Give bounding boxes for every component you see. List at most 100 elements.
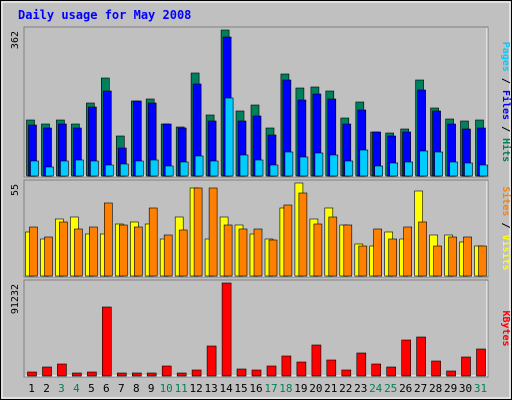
day-label: 22 — [339, 382, 352, 395]
day-label: 9 — [148, 382, 155, 395]
bar-pages-day-1 — [30, 160, 39, 177]
day-labels: 1 2 3 4 5 6 7 8 9 10 11 12 13 14 15 16 17 18 19 20 21 22 23 24 2… — [28, 382, 487, 395]
bar-pages-day-24 — [374, 165, 384, 177]
bar-sites-day-22 — [343, 224, 353, 277]
bar-sites-day-8 — [134, 226, 143, 277]
day-label: 26 — [399, 382, 412, 395]
bar-pages-day-23 — [359, 149, 369, 177]
bar-kbytes-day-8 — [132, 372, 142, 377]
bar-sites-day-30 — [463, 236, 472, 277]
bar-sites-day-15 — [238, 228, 248, 277]
day-label: 12 — [189, 382, 202, 395]
series-legend: Sites / Visits — [500, 186, 512, 270]
bar-pages-day-6 — [105, 164, 114, 177]
day-label: 1 — [28, 382, 35, 395]
max-value-label: 362 — [10, 31, 21, 49]
panel-mid: 55 Sites / Visits — [10, 179, 512, 278]
bar-sites-day-16 — [253, 228, 263, 277]
bar-sites-day-31 — [478, 245, 487, 277]
bar-sites-day-3 — [59, 221, 68, 277]
bar-sites-day-21 — [328, 216, 338, 277]
bar-kbytes-day-3 — [57, 363, 67, 377]
bar-kbytes-day-27 — [416, 336, 426, 377]
day-label: 13 — [204, 382, 217, 395]
bar-sites-day-4 — [74, 228, 83, 277]
bar-pages-day-13 — [209, 160, 219, 177]
day-label: 31 — [474, 382, 487, 395]
bar-kbytes-day-18 — [281, 355, 292, 377]
bar-kbytes-day-6 — [102, 306, 112, 377]
day-label: 3 — [58, 382, 65, 395]
bar-sites-day-13 — [208, 187, 218, 277]
legend-entry: / — [500, 216, 511, 234]
bar-pages-day-7 — [120, 163, 129, 177]
legend-entry: / — [500, 120, 511, 138]
bar-pages-day-4 — [75, 159, 84, 177]
day-label: 5 — [88, 382, 95, 395]
bar-kbytes-day-17 — [266, 365, 277, 377]
bar-sites-day-25 — [388, 238, 398, 277]
bar-pages-day-17 — [269, 164, 279, 177]
bar-pages-day-29 — [449, 161, 458, 177]
chart-panels: 362 Pages / Files / Hits 55 Sites / Visits 9… — [10, 26, 512, 378]
bar-kbytes-day-20 — [311, 344, 322, 377]
bar-sites-day-6 — [104, 202, 113, 277]
bar-kbytes-day-29 — [446, 370, 456, 377]
bar-kbytes-day-16 — [251, 369, 262, 377]
legend-entry: Hits — [500, 138, 512, 162]
bar-kbytes-day-11 — [176, 372, 187, 377]
bar-sites-day-26 — [403, 226, 413, 277]
day-label: 28 — [429, 382, 442, 395]
bar-sites-day-27 — [418, 221, 427, 277]
day-label: 4 — [73, 382, 80, 395]
bar-pages-day-27 — [419, 150, 428, 177]
bar-kbytes-day-4 — [72, 372, 82, 377]
series-legend: KBytes — [500, 310, 511, 346]
day-label: 6 — [103, 382, 110, 395]
bar-kbytes-day-23 — [356, 352, 367, 377]
day-label: 8 — [133, 382, 140, 395]
bar-pages-day-22 — [344, 160, 354, 177]
day-label: 25 — [384, 382, 397, 395]
bar-pages-day-20 — [314, 152, 324, 177]
bar-sites-day-7 — [119, 224, 128, 277]
bar-pages-day-26 — [404, 161, 414, 177]
bar-kbytes-day-25 — [386, 366, 397, 377]
panel-top: 362 Pages / Files / Hits — [10, 26, 512, 178]
bar-pages-day-16 — [254, 159, 264, 177]
bar-files-day-6 — [103, 90, 112, 177]
bar-kbytes-day-24 — [371, 363, 382, 377]
bar-kbytes-day-15 — [236, 368, 247, 377]
bar-kbytes-day-30 — [461, 356, 471, 377]
series-legend: Pages / Files / Hits — [500, 42, 512, 162]
bar-sites-day-2 — [44, 236, 53, 277]
bar-sites-day-29 — [448, 236, 457, 277]
bar-pages-day-3 — [60, 160, 69, 177]
day-label: 30 — [459, 382, 472, 395]
day-label: 15 — [234, 382, 247, 395]
max-value-label: 55 — [10, 184, 21, 196]
bar-kbytes-day-13 — [206, 345, 217, 377]
day-label: 29 — [444, 382, 457, 395]
bar-kbytes-day-5 — [87, 371, 97, 377]
bar-kbytes-day-22 — [341, 369, 352, 377]
bar-sites-day-18 — [283, 204, 293, 277]
bar-sites-day-20 — [313, 223, 323, 277]
bar-sites-day-23 — [358, 245, 368, 277]
bar-kbytes-day-7 — [117, 372, 127, 377]
day-label: 10 — [160, 382, 173, 395]
day-label: 11 — [175, 382, 188, 395]
bar-pages-day-30 — [464, 162, 473, 177]
bar-sites-day-1 — [29, 226, 38, 277]
day-label: 24 — [369, 382, 383, 395]
day-label: 23 — [354, 382, 367, 395]
bar-kbytes-day-10 — [161, 365, 172, 377]
bar-pages-day-15 — [239, 154, 249, 177]
bar-sites-day-19 — [298, 192, 308, 277]
bar-pages-day-12 — [194, 155, 204, 177]
day-label: 21 — [324, 382, 337, 395]
legend-entry: Sites — [500, 186, 512, 216]
bar-sites-day-11 — [178, 229, 188, 277]
bar-kbytes-day-1 — [27, 371, 37, 377]
